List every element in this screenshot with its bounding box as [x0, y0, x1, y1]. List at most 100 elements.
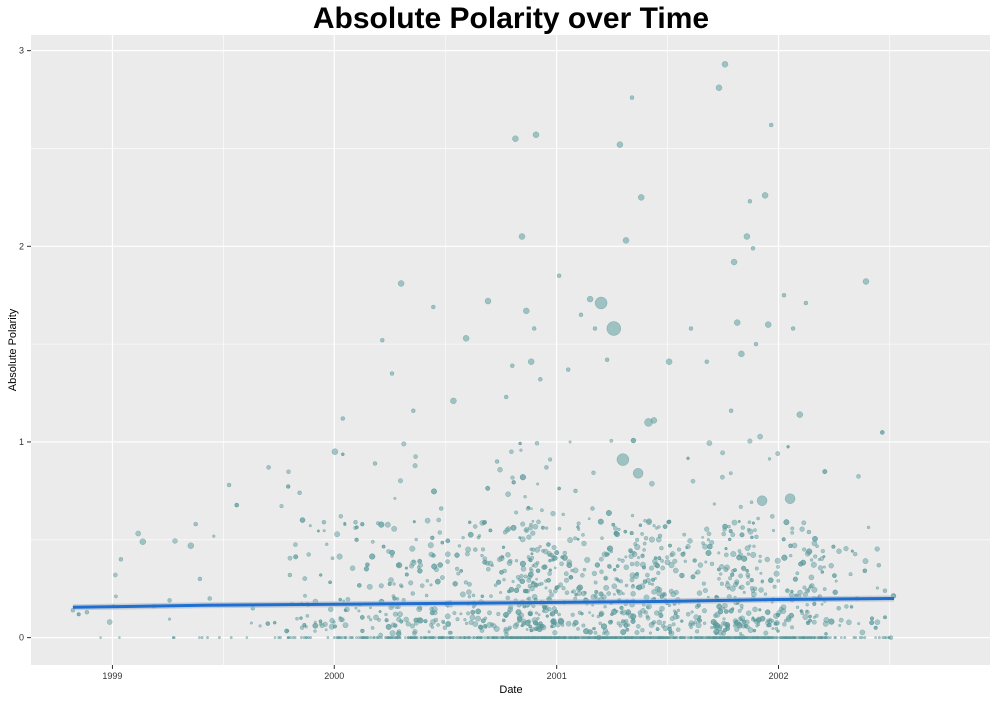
data-point [680, 551, 686, 557]
data-point [552, 630, 558, 636]
data-point [820, 570, 825, 574]
data-point [512, 135, 519, 142]
data-point [743, 233, 751, 240]
data-point [679, 572, 685, 579]
data-point [514, 558, 519, 563]
data-point [459, 612, 463, 616]
data-point [516, 583, 521, 589]
data-point [520, 566, 527, 572]
data-point [712, 502, 716, 506]
data-point [139, 538, 147, 545]
data-point [781, 621, 787, 627]
data-point [557, 612, 561, 617]
data-point [628, 548, 633, 553]
data-point [706, 531, 712, 537]
data-point [805, 620, 811, 626]
data-point [733, 319, 741, 326]
data-point [749, 500, 754, 505]
data-point [501, 545, 506, 549]
data-point [752, 544, 756, 549]
data-point [767, 622, 772, 628]
data-point [591, 614, 595, 618]
data-point [772, 584, 777, 589]
data-point [193, 521, 198, 527]
data-point [634, 544, 641, 551]
data-point [384, 618, 389, 623]
data-point [544, 586, 548, 590]
data-point [629, 531, 634, 536]
data-point [467, 594, 472, 599]
data-point [721, 61, 729, 68]
data-point [429, 622, 433, 627]
data-point [750, 551, 757, 558]
data-point [584, 556, 591, 563]
data-point [594, 296, 608, 310]
data-point [738, 573, 744, 579]
data-point [417, 568, 423, 574]
data-point [764, 556, 771, 563]
data-point [652, 524, 656, 528]
data-point [573, 536, 578, 541]
data-point [359, 615, 365, 620]
data-point [518, 536, 522, 540]
data-point [750, 246, 756, 251]
data-point [550, 624, 554, 629]
data-point [469, 614, 476, 621]
trend-layer [72, 595, 895, 611]
data-point [510, 475, 515, 480]
data-point [733, 568, 737, 573]
data-point [445, 636, 449, 640]
data-point [655, 526, 659, 530]
data-point [669, 552, 674, 558]
data-point [686, 456, 690, 460]
data-point [697, 562, 704, 568]
data-point [538, 544, 542, 549]
data-point [297, 490, 302, 496]
data-point [473, 547, 478, 552]
data-point [657, 533, 663, 539]
data-point [484, 297, 492, 305]
data-point [532, 562, 539, 568]
data-point [463, 618, 467, 622]
data-point [673, 611, 678, 616]
data-point [796, 411, 804, 418]
data-point [774, 626, 779, 631]
data-point [547, 457, 553, 462]
data-point [431, 488, 437, 495]
data-point [665, 358, 673, 365]
data-point [709, 561, 715, 567]
data-point [606, 321, 622, 336]
data-point [862, 558, 869, 565]
data-point [532, 131, 540, 139]
data-point [503, 394, 509, 400]
data-point [651, 577, 656, 582]
data-point [731, 519, 738, 526]
data-point [106, 619, 113, 625]
data-point [754, 534, 759, 540]
data-point [722, 617, 726, 621]
y-axis-label: Absolute Polarity [7, 308, 19, 391]
data-point [834, 636, 838, 640]
data-point [834, 579, 838, 583]
data-point [732, 582, 739, 588]
data-point [396, 562, 403, 569]
data-point [695, 622, 702, 629]
data-point [226, 482, 232, 488]
data-point [805, 603, 809, 607]
data-point [701, 541, 705, 546]
data-point [721, 531, 727, 537]
data-point [534, 441, 540, 446]
data-point [286, 469, 291, 474]
data-point [761, 192, 769, 199]
data-point [534, 547, 541, 553]
data-point [462, 335, 470, 342]
data-point [696, 590, 703, 596]
data-point [642, 579, 648, 584]
data-point [355, 636, 358, 639]
data-point [340, 617, 345, 623]
data-point [767, 457, 772, 461]
data-point [863, 636, 867, 640]
data-point [171, 636, 175, 639]
data-point [640, 531, 645, 536]
data-point [869, 620, 875, 626]
